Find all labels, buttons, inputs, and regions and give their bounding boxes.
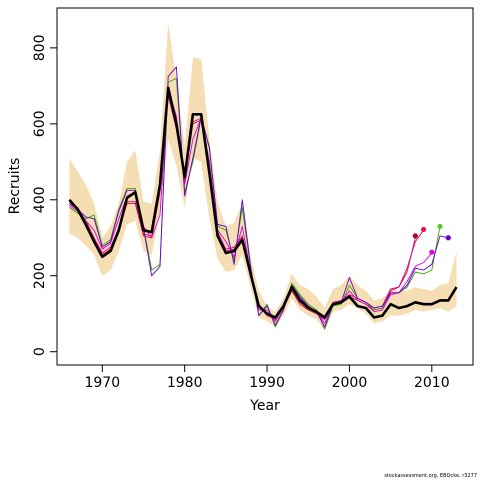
endpoint-marker-1 xyxy=(420,226,427,233)
x-tick-label-1990: 1990 xyxy=(249,375,285,391)
y-axis-label: Recruits xyxy=(7,158,23,215)
y-axis: 0 200 400 600 800 xyxy=(32,35,57,356)
confidence-band xyxy=(69,23,457,331)
x-tick-label-2010: 2010 xyxy=(414,375,450,391)
x-axis: 1970 1980 1990 2000 2010 xyxy=(84,365,450,391)
series-line-0 xyxy=(68,86,458,319)
confidence-band-layer xyxy=(69,23,457,331)
y-tick-label-600: 600 xyxy=(32,110,48,137)
y-tick-label-800: 800 xyxy=(32,35,48,62)
y-tick-label-400: 400 xyxy=(32,186,48,213)
x-tick-label-1970: 1970 xyxy=(84,375,120,391)
plot-frame xyxy=(56,7,474,366)
endpoint-marker-0 xyxy=(412,233,418,239)
series-layer xyxy=(68,66,458,330)
endpoint-marker-4 xyxy=(445,235,451,241)
series-line-5 xyxy=(69,66,449,328)
y-tick-label-200: 200 xyxy=(32,262,48,289)
y-tick-label-0: 0 xyxy=(32,347,48,356)
x-tick-label-2000: 2000 xyxy=(332,375,368,391)
x-axis-label: Year xyxy=(249,398,280,414)
endpoint-marker-3 xyxy=(437,223,443,229)
endpoints-layer xyxy=(412,223,451,255)
x-tick-label-1980: 1980 xyxy=(167,375,203,391)
endpoint-marker-2 xyxy=(429,249,435,255)
credit-text: stockassessment.org, EBQcke, r3277 xyxy=(384,473,477,479)
